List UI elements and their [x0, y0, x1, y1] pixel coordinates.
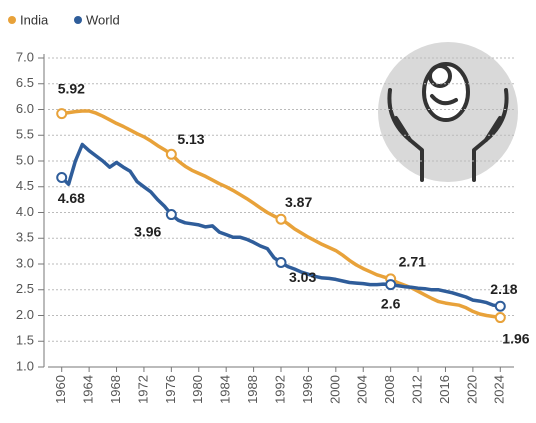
- point: [165, 148, 177, 160]
- data-label: 5.13: [177, 131, 204, 147]
- data-label: 3.03: [289, 269, 316, 285]
- data-label: 3.87: [285, 194, 312, 210]
- x-tick-label: 2008: [382, 375, 397, 404]
- x-tick-label: 1968: [108, 375, 123, 404]
- data-label: 1.96: [502, 330, 529, 346]
- data-label: 4.68: [58, 190, 85, 206]
- point: [275, 256, 287, 268]
- y-tick-label: 5.5: [16, 127, 34, 142]
- x-tick-label: 1972: [135, 375, 150, 404]
- data-label: 2.18: [490, 281, 517, 297]
- x-tick-label: 2020: [464, 375, 479, 404]
- y-tick-label: 7.0: [16, 49, 34, 64]
- y-tick-label: 6.5: [16, 75, 34, 90]
- x-tick-label: 2004: [355, 375, 370, 404]
- x-tick-label: 1984: [218, 375, 233, 404]
- data-label: 2.6: [381, 295, 401, 311]
- y-tick-label: 6.0: [16, 101, 34, 116]
- point: [494, 300, 506, 312]
- y-tick-label: 4.0: [16, 204, 34, 219]
- y-tick-label: 3.5: [16, 230, 34, 245]
- point: [56, 171, 68, 183]
- data-label: 3.96: [134, 223, 161, 239]
- x-tick-label: 1992: [272, 375, 287, 404]
- legend-swatch: [8, 16, 16, 24]
- y-tick-label: 4.5: [16, 178, 34, 193]
- x-tick-label: 2012: [409, 375, 424, 404]
- y-tick-label: 5.0: [16, 152, 34, 167]
- x-tick-label: 1996: [300, 375, 315, 404]
- x-tick-label: 2016: [437, 375, 452, 404]
- y-tick-label: 1.5: [16, 333, 34, 348]
- x-tick-label: 1960: [53, 375, 68, 404]
- point: [56, 108, 68, 120]
- data-label: 5.92: [58, 80, 85, 96]
- x-tick-label: 1980: [190, 375, 205, 404]
- legend-swatch: [74, 16, 82, 24]
- y-tick-label: 3.0: [16, 255, 34, 270]
- x-tick-label: 1988: [245, 375, 260, 404]
- legend-label: World: [86, 12, 120, 27]
- x-tick-label: 1964: [81, 375, 96, 404]
- point: [385, 279, 397, 291]
- x-tick-label: 1976: [163, 375, 178, 404]
- x-tick-label: 2000: [327, 375, 342, 404]
- point: [275, 213, 287, 225]
- icon: [378, 42, 518, 182]
- data-label: 2.71: [399, 254, 426, 270]
- point: [494, 312, 506, 324]
- y-tick-label: 2.5: [16, 281, 34, 296]
- legend-label: India: [20, 12, 49, 27]
- point: [165, 209, 177, 221]
- x-tick-label: 2024: [492, 375, 507, 404]
- y-tick-label: 1.0: [16, 358, 34, 373]
- y-tick-label: 2.0: [16, 307, 34, 322]
